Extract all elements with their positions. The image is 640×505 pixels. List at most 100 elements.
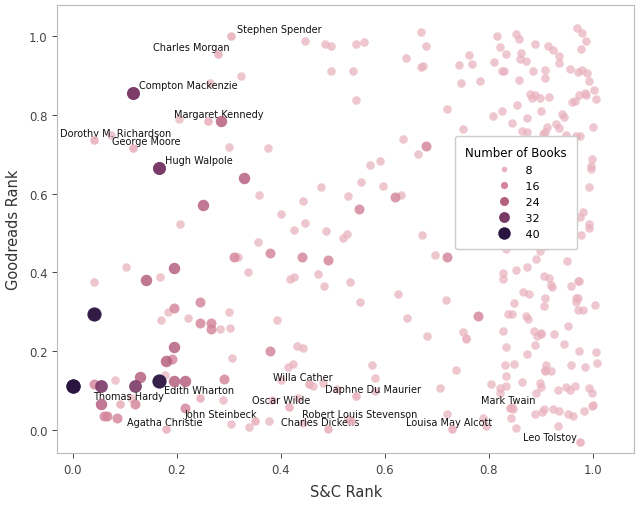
Point	[398, 135, 408, 143]
Point	[579, 407, 589, 415]
Point	[225, 309, 235, 317]
Point	[561, 257, 572, 265]
Point	[390, 194, 401, 202]
Point	[527, 94, 537, 103]
Point	[548, 405, 558, 413]
Point	[584, 384, 594, 392]
Point	[540, 367, 550, 375]
Point	[351, 392, 362, 400]
Point	[546, 281, 556, 289]
Point	[318, 379, 328, 387]
Point	[539, 273, 549, 281]
Point	[522, 115, 532, 123]
Point	[163, 308, 173, 316]
Point	[591, 96, 601, 104]
Point	[511, 31, 521, 39]
Point	[573, 69, 583, 77]
Text: Hugh Walpole: Hugh Walpole	[165, 156, 233, 166]
Point	[561, 168, 571, 176]
Y-axis label: Goodreads Rank: Goodreads Rank	[6, 169, 20, 290]
Point	[227, 354, 237, 362]
Point	[68, 383, 78, 391]
Point	[323, 425, 333, 433]
Point	[348, 68, 358, 76]
Point	[543, 43, 553, 51]
Point	[521, 182, 531, 190]
Point	[517, 127, 527, 135]
Point	[536, 329, 547, 337]
Point	[195, 298, 205, 306]
Point	[166, 355, 177, 363]
Text: John Steinbeck: John Steinbeck	[184, 409, 257, 419]
Point	[547, 284, 557, 292]
Point	[569, 216, 579, 224]
Point	[587, 402, 597, 410]
Point	[541, 362, 552, 370]
Point	[500, 361, 510, 369]
Point	[573, 294, 584, 302]
Point	[511, 424, 521, 432]
Point	[461, 335, 471, 343]
Point	[498, 328, 508, 336]
Point	[521, 312, 531, 320]
Point	[244, 423, 254, 431]
Point	[88, 310, 99, 318]
Point	[359, 39, 369, 47]
Point	[561, 131, 571, 139]
Point	[535, 379, 545, 387]
Point	[420, 43, 431, 51]
Point	[106, 132, 116, 140]
Point	[88, 310, 99, 318]
Point	[154, 165, 164, 173]
Point	[356, 178, 366, 186]
Point	[554, 53, 564, 61]
Point	[571, 299, 581, 307]
Point	[227, 420, 237, 428]
Point	[580, 90, 590, 98]
Point	[540, 294, 550, 302]
Point	[543, 94, 554, 102]
Point	[283, 364, 293, 372]
Point	[130, 383, 140, 391]
Point	[546, 174, 556, 182]
Point	[173, 116, 184, 124]
Point	[540, 129, 550, 137]
Point	[417, 64, 427, 72]
Point	[511, 231, 521, 239]
Point	[204, 80, 214, 88]
Text: Compton Mackenzie: Compton Mackenzie	[140, 81, 238, 91]
Text: Louisa May Alcott: Louisa May Alcott	[406, 417, 492, 427]
Point	[525, 171, 536, 179]
Point	[517, 378, 527, 386]
Point	[225, 324, 235, 332]
Point	[574, 347, 584, 356]
Point	[266, 347, 276, 356]
Point	[351, 41, 362, 49]
Point	[563, 322, 573, 330]
Point	[289, 227, 300, 235]
Point	[127, 90, 138, 98]
Point	[179, 377, 189, 385]
Point	[536, 108, 547, 116]
Point	[346, 417, 356, 425]
Point	[121, 264, 131, 272]
Point	[587, 156, 597, 164]
Text: Charles Dickens: Charles Dickens	[281, 417, 359, 427]
Point	[442, 410, 452, 418]
Point	[304, 381, 314, 389]
Point	[570, 98, 580, 106]
Point	[554, 125, 564, 133]
Point	[287, 360, 298, 368]
Point	[518, 288, 528, 296]
Point	[546, 216, 556, 224]
Point	[99, 412, 109, 420]
Point	[494, 193, 504, 201]
Point	[126, 394, 136, 402]
Point	[507, 222, 517, 230]
Point	[540, 366, 550, 374]
Point	[565, 387, 575, 395]
Text: George Moore: George Moore	[112, 136, 180, 146]
Point	[580, 91, 591, 99]
Point	[536, 174, 546, 182]
Point	[538, 405, 548, 413]
